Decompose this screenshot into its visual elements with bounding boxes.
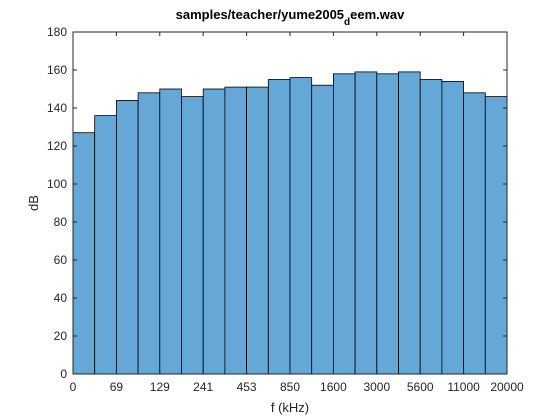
y-tick-label: 120 bbox=[47, 139, 67, 153]
x-tick-label: 850 bbox=[280, 380, 300, 394]
histogram-bar bbox=[94, 115, 117, 375]
x-axis-label: f (kHz) bbox=[271, 400, 309, 415]
y-tick-label: 100 bbox=[47, 177, 67, 191]
x-tick-label: 453 bbox=[237, 380, 257, 394]
histogram-bar bbox=[419, 79, 443, 375]
y-tick-label: 160 bbox=[47, 63, 67, 77]
histogram-bar bbox=[137, 92, 161, 375]
histogram-bar bbox=[398, 71, 421, 375]
histogram-bar bbox=[311, 84, 334, 375]
histogram-bar bbox=[224, 86, 247, 375]
x-tick-label: 241 bbox=[193, 380, 213, 394]
y-tick-label: 20 bbox=[54, 329, 68, 343]
histogram-bar bbox=[354, 71, 378, 375]
x-tick-label: 11000 bbox=[447, 380, 480, 394]
histogram-bar bbox=[267, 79, 291, 375]
chart-title-main: samples/teacher/yume2005 bbox=[176, 7, 344, 22]
histogram-bar bbox=[332, 73, 356, 375]
y-tick-label: 0 bbox=[60, 367, 67, 381]
y-tick-label: 80 bbox=[54, 215, 68, 229]
histogram-bar bbox=[246, 86, 269, 375]
histogram-bar bbox=[484, 96, 508, 375]
histogram-bar bbox=[289, 77, 313, 375]
histogram-bar bbox=[181, 96, 204, 375]
x-tick-label: 0 bbox=[70, 380, 77, 394]
histogram-bar bbox=[463, 92, 486, 375]
histogram-bar bbox=[72, 132, 96, 375]
x-tick-label: 1600 bbox=[320, 380, 347, 394]
x-tick-label: 20000 bbox=[490, 380, 524, 394]
histogram-bar bbox=[202, 88, 226, 375]
chart-title-subscript: d bbox=[344, 17, 350, 28]
y-tick-label: 140 bbox=[47, 101, 67, 115]
x-tick-label: 3000 bbox=[363, 380, 390, 394]
y-axis-ticks: 0 20 40 60 80 100 120 140 160 180 bbox=[47, 25, 507, 381]
x-tick-label: 129 bbox=[150, 380, 170, 394]
histogram-bar bbox=[159, 88, 182, 375]
x-tick-label: 5600 bbox=[407, 380, 434, 394]
axes-box bbox=[72, 31, 508, 375]
histogram-bar bbox=[441, 81, 464, 375]
y-tick-label: 60 bbox=[54, 253, 68, 267]
x-tick-label: 69 bbox=[110, 380, 124, 394]
histogram-bar bbox=[116, 100, 139, 375]
chart-title: samples/teacher/yume2005deem.wav bbox=[176, 7, 405, 28]
bars-group bbox=[72, 71, 508, 375]
y-axis-label: dB bbox=[26, 195, 41, 211]
y-tick-label: 180 bbox=[47, 25, 67, 39]
chart-title-tail: eem.wav bbox=[350, 7, 405, 22]
x-axis-ticks: 0 69 129 241 453 850 1600 3000 5600 11000 20000 bbox=[70, 32, 524, 394]
histogram-bar bbox=[376, 73, 399, 375]
y-tick-label: 40 bbox=[54, 291, 68, 305]
